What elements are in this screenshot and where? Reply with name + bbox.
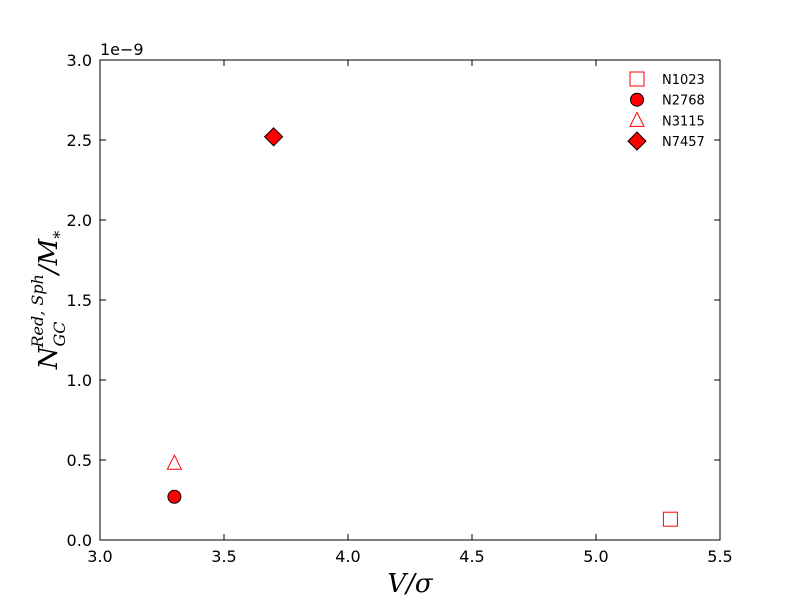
legend-label-n3115: N3115 xyxy=(662,114,705,129)
x-axis-title: V/σ xyxy=(387,569,434,599)
legend-marker-n2768 xyxy=(630,92,644,107)
legend-marker-n3115 xyxy=(629,111,645,127)
y-tick-label-6: 3.0 xyxy=(67,51,92,70)
y-tick-label-5: 2.5 xyxy=(67,131,92,150)
y-axis-title: NGCRed, Sph/M* xyxy=(28,231,69,371)
legend: N1023 N2768 N3115 N7457 xyxy=(627,71,705,151)
y-offset-label: 1e−9 xyxy=(100,40,144,59)
data-point-n3115-0 xyxy=(166,454,183,470)
legend-label-n2768: N2768 xyxy=(662,94,705,109)
y-tick-label-1: 0.5 xyxy=(67,451,92,470)
legend-label-n1023: N1023 xyxy=(662,73,705,88)
y-axis-title-star: * xyxy=(50,231,69,239)
data-point-n7457-0 xyxy=(263,127,284,147)
legend-marker-n7457 xyxy=(627,131,647,151)
plot-area xyxy=(100,60,720,540)
data-point-n1023-0 xyxy=(662,511,678,527)
y-axis-title-rest: /M xyxy=(34,237,64,277)
legend-label-n7457: N7457 xyxy=(662,135,705,150)
x-tick-label-5: 5.5 xyxy=(707,547,732,566)
y-tick-label-3: 1.5 xyxy=(67,291,92,310)
x-tick-label-0: 3.0 xyxy=(87,547,112,566)
y-axis-title-main: N xyxy=(34,345,64,370)
y-axis-title-sub: GC xyxy=(50,322,69,347)
x-tick-label-4: 5.0 xyxy=(583,547,608,566)
y-axis-title-sup: Red, Sph xyxy=(28,274,47,348)
data-point-n2768-0 xyxy=(167,489,182,504)
y-tick-label-0: 0.0 xyxy=(67,531,92,550)
y-tick-label-4: 2.0 xyxy=(67,211,92,230)
x-tick-label-1: 3.5 xyxy=(211,547,236,566)
svg-text:NGCRed, Sph/M*: NGCRed, Sph/M* xyxy=(28,231,69,371)
x-tick-label-2: 4.0 xyxy=(335,547,360,566)
x-tick-label-3: 4.5 xyxy=(459,547,484,566)
legend-marker-n1023 xyxy=(629,71,645,87)
y-tick-label-2: 1.0 xyxy=(67,371,92,390)
plot-frame xyxy=(99,59,721,541)
